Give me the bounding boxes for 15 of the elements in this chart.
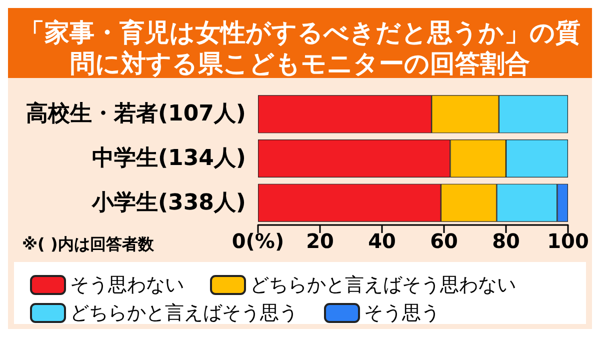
legend-label: そう思う — [364, 302, 440, 324]
y-tick-label: 高校生・若者(107人) — [26, 100, 246, 127]
chart-title: 「家事・育児は女性がするべきだと思うか」の質問に対する県こどもモニターの回答割合 — [20, 18, 580, 78]
text: ※( )内は回答者数 — [22, 234, 155, 254]
legend-label: どちらかと言えばそう思う — [70, 302, 298, 324]
x-tick-label: 100 — [547, 229, 589, 253]
x-tick-label: 0(%) — [232, 229, 284, 253]
legend-label: そう思わない — [70, 274, 184, 296]
x-tick-label: 40 — [368, 229, 396, 253]
x-tick-label: 80 — [492, 229, 520, 253]
y-tick-label: 小学生(338人) — [90, 190, 246, 216]
x-tick-label: 60 — [430, 229, 458, 253]
x-tick-label: 20 — [306, 229, 334, 253]
y-tick-label: 中学生(134人) — [92, 146, 246, 171]
legend-label: どちらかと言えばそう思わない — [250, 274, 516, 296]
